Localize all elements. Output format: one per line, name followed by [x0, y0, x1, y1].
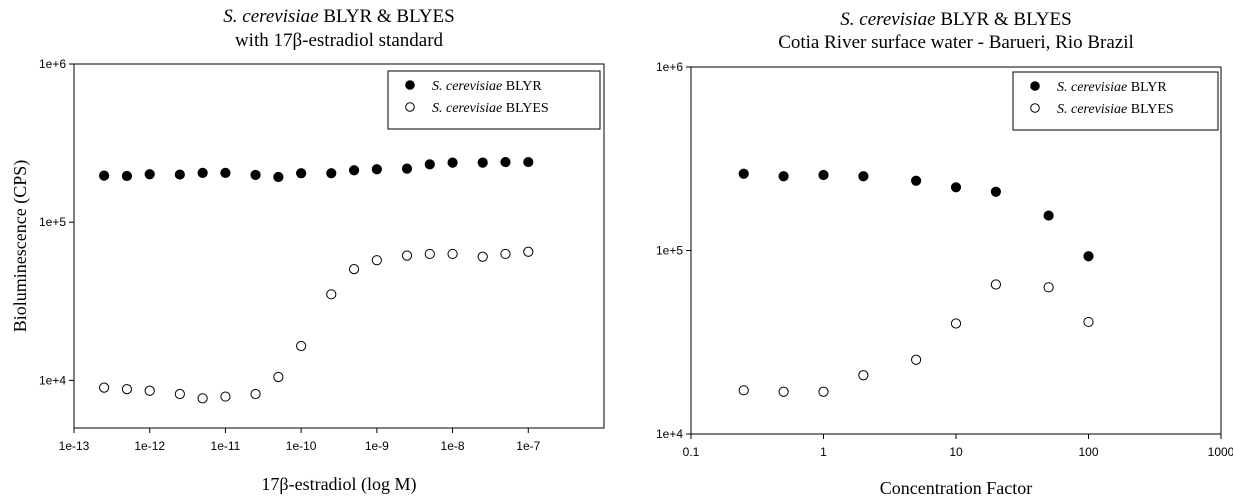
- blyr-point: [121, 170, 133, 182]
- x-tick-label: 1000: [1208, 445, 1233, 459]
- y-tick-label: 1e+4: [656, 427, 683, 441]
- legend-label: S. cerevisiae BLYES: [1057, 102, 1174, 117]
- blyr-point: [477, 157, 488, 168]
- legend-label: S. cerevisiae BLYR: [432, 79, 542, 94]
- blyr-point: [1083, 251, 1094, 262]
- blyr-point: [424, 159, 435, 170]
- blyes-point: [371, 255, 382, 266]
- legend-box: [387, 70, 601, 130]
- x-tick-label: 100: [1078, 445, 1098, 459]
- blyes-point: [858, 370, 869, 381]
- blyes-point: [818, 386, 829, 397]
- blyes-point: [296, 340, 307, 352]
- x-tick-label: 1e-8: [441, 439, 465, 453]
- x-axis-label: Concentration Factor: [880, 478, 1032, 498]
- blyr-point: [371, 164, 382, 175]
- blyes-point: [174, 388, 185, 400]
- blyes-point: [738, 385, 749, 396]
- x-tick-label: 1e-11: [211, 439, 241, 453]
- blyes-point: [1043, 282, 1054, 293]
- legend-marker: [1030, 103, 1040, 113]
- blyr-point: [174, 169, 185, 180]
- blyes-point: [477, 251, 488, 262]
- blyes-point: [250, 388, 261, 400]
- x-tick-label: 1e-7: [516, 439, 540, 453]
- blyr-point: [197, 167, 208, 178]
- blyr-point: [778, 171, 789, 182]
- blyes-point: [220, 391, 231, 402]
- x-tick-label: 1e-13: [59, 439, 90, 453]
- legend-label: S. cerevisiae BLYES: [432, 101, 549, 116]
- blyr-point: [296, 168, 307, 179]
- chart-subtitle: Cotia River surface water - Barueri, Rio…: [778, 32, 1134, 53]
- blyr-point: [818, 169, 829, 181]
- blyes-point: [424, 248, 435, 260]
- x-tick-label: 1e-12: [134, 439, 165, 453]
- chart-title: S. cerevisiae BLYR & BLYES: [840, 9, 1071, 30]
- blyes-point: [523, 246, 534, 257]
- blyes-point: [273, 371, 284, 383]
- blyes-point: [401, 250, 413, 261]
- x-tick-label: 0.1: [683, 445, 700, 459]
- y-tick-label: 1e+6: [656, 60, 683, 74]
- blyr-point: [144, 169, 155, 180]
- blyr-point: [401, 163, 413, 174]
- blyr-point: [990, 186, 1001, 197]
- blyr-point: [1043, 210, 1054, 221]
- y-tick-label: 1e+6: [39, 57, 66, 71]
- blyes-point: [197, 393, 208, 404]
- legend-label: S. cerevisiae BLYR: [1057, 80, 1167, 95]
- blyr-point: [99, 170, 110, 181]
- chart-1: S. cerevisiae BLYR & BLYES with 17β-estra…: [10, 6, 605, 495]
- y-axis-label: Bioluminescence (CPS): [10, 160, 31, 332]
- blyr-point: [250, 169, 261, 181]
- blyr-point: [738, 168, 749, 179]
- legend-marker: [1030, 81, 1040, 91]
- y-tick-label: 1e+5: [39, 215, 66, 229]
- blyes-point: [990, 279, 1001, 290]
- blyr-point: [273, 171, 284, 183]
- blyes-point: [500, 248, 511, 260]
- y-tick-label: 1e+5: [656, 244, 683, 258]
- x-tick-label: 10: [949, 445, 963, 459]
- y-tick-label: 1e+4: [39, 373, 66, 387]
- blyr-point: [447, 157, 458, 168]
- x-tick-label: 1e-10: [286, 439, 317, 453]
- blyr-point: [911, 175, 922, 186]
- legend-marker: [405, 102, 415, 112]
- x-tick-label: 1: [820, 445, 827, 459]
- blyr-point: [500, 156, 511, 168]
- blyr-point: [858, 171, 869, 182]
- blyes-point: [144, 385, 155, 396]
- plot-frame: [73, 63, 605, 429]
- blyes-point: [99, 382, 110, 393]
- blyr-point: [326, 168, 337, 179]
- chart-subtitle: with 17β-estradiol standard: [235, 30, 444, 51]
- blyes-point: [348, 264, 360, 275]
- legend-box: [1012, 71, 1219, 131]
- blyes-point: [1083, 316, 1094, 328]
- blyes-point: [950, 318, 962, 329]
- x-tick-label: 1e-9: [365, 439, 389, 453]
- chart-title: S. cerevisiae BLYR & BLYES: [223, 6, 454, 27]
- blyes-point: [121, 384, 133, 395]
- blyr-point: [950, 182, 962, 193]
- blyr-point: [523, 156, 534, 168]
- blyr-point: [220, 167, 231, 178]
- blyes-point: [326, 289, 337, 300]
- x-axis-label: 17β-estradiol (log M): [261, 474, 416, 495]
- legend-marker: [405, 80, 415, 90]
- blyr-point: [348, 165, 360, 176]
- blyes-point: [447, 248, 458, 260]
- blyes-point: [911, 354, 922, 365]
- blyes-point: [778, 386, 789, 397]
